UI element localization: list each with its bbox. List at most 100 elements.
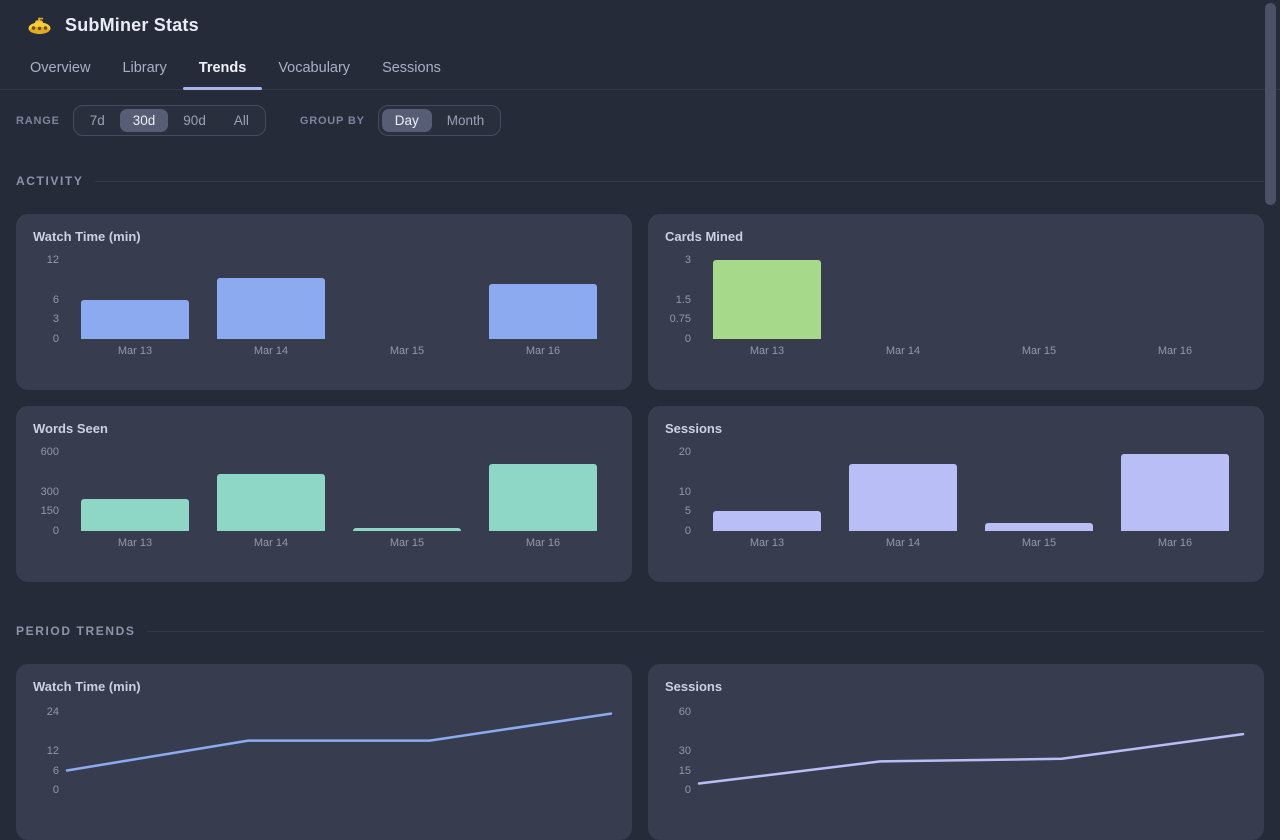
tab-bar: Overview Library Trends Vocabulary Sessi…: [0, 50, 1280, 90]
y-axis-tick-label: 0: [52, 333, 59, 345]
x-axis-label: Mar 13: [117, 537, 153, 549]
y-axis-tick-label: 0: [684, 784, 691, 796]
range-segmented-control: 7d 30d 90d All: [72, 105, 266, 136]
y-axis-tick-label: 150: [40, 505, 59, 518]
bar-mar-13: [712, 511, 822, 531]
x-axis-label: Mar 15: [389, 537, 425, 549]
x-axis-label: Mar 13: [749, 537, 785, 549]
chart-card-cards-mined: Cards Mined 0 0.75 1.5 3 Mar 13 Mar 14 Mar 15 M…: [648, 214, 1264, 390]
chart-title: Words Seen: [33, 421, 108, 436]
bar-mar-16: [488, 463, 598, 531]
x-axis-label: Mar 14: [885, 345, 921, 357]
section-divider: [95, 180, 1264, 182]
activity-chart-grid: Watch Time (min) 0 3 6 12 Mar 13 Mar 14 Mar 15…: [16, 214, 1264, 582]
range-option-7d[interactable]: 7d: [89, 113, 105, 128]
group-by-option-month[interactable]: Month: [446, 113, 485, 128]
y-axis-tick-label: 10: [678, 485, 691, 498]
range-label: RANGE: [16, 114, 60, 127]
trend-line-plot-area: [697, 732, 1245, 785]
y-axis-tick-label: 1.5: [675, 293, 691, 306]
y-axis-tick-label: 0: [684, 525, 691, 537]
x-axis-label: Mar 15: [389, 345, 425, 357]
bar-mar-13: [80, 299, 190, 339]
y-axis-tick-label: 0: [684, 333, 691, 345]
tab-trends[interactable]: Trends: [182, 50, 263, 90]
y-axis-tick-label: 3: [684, 254, 691, 266]
trend-line: [697, 732, 1245, 785]
group-by-option-day[interactable]: Day: [381, 109, 432, 132]
bar-mar-14: [216, 474, 326, 531]
bar-mar-15: [984, 523, 1094, 531]
chart-title: Watch Time (min): [33, 679, 141, 694]
y-axis-tick-label: 20: [678, 446, 691, 458]
y-axis-tick-label: 0.75: [669, 313, 691, 326]
period-trends-chart-grid: Watch Time (min) 0 6 12 24 Sessions 0 15 30 60: [16, 664, 1264, 840]
section-divider: [147, 630, 1264, 632]
trend-line: [65, 712, 613, 772]
x-axis-label: Mar 14: [253, 345, 289, 357]
vertical-scrollbar-thumb[interactable]: [1265, 3, 1276, 205]
bar-mar-16: [488, 284, 598, 339]
bar-chart-plot-area: [699, 260, 1243, 339]
bar-chart-plot-area: [699, 452, 1243, 531]
y-axis-tick-label: 15: [678, 764, 691, 777]
x-axis-label: Mar 15: [1021, 345, 1057, 357]
group-by-segmented-control: Day Month: [377, 105, 502, 136]
app-title: SubMiner Stats: [65, 15, 199, 35]
chart-card-words-seen: Words Seen 0 150 300 600 Mar 13 Mar 14 Mar 15 M…: [16, 406, 632, 582]
y-axis-tick-label: 300: [40, 485, 59, 498]
submarine-icon: [28, 17, 52, 35]
x-axis-label: Mar 14: [253, 537, 289, 549]
chart-title: Cards Mined: [665, 229, 744, 244]
bar-chart-plot-area: [67, 452, 611, 531]
y-axis-tick-label: 0: [52, 525, 59, 537]
range-option-90d[interactable]: 90d: [183, 113, 206, 128]
chart-title: Sessions: [665, 679, 723, 694]
range-option-all[interactable]: All: [233, 113, 249, 128]
y-axis-tick-label: 12: [46, 745, 59, 757]
bar-mar-14: [216, 278, 326, 339]
x-axis-label: Mar 16: [1157, 345, 1193, 357]
x-axis-label: Mar 14: [885, 537, 921, 549]
section-header-period-trends: PERIOD TRENDS: [16, 624, 1264, 638]
x-axis-label: Mar 15: [1021, 537, 1057, 549]
bar-chart-plot-area: [67, 260, 611, 339]
group-by-label: GROUP BY: [299, 114, 365, 127]
trend-line-plot-area: [65, 712, 613, 772]
section-title: PERIOD TRENDS: [16, 624, 136, 638]
section-header-activity: ACTIVITY: [16, 174, 1264, 188]
y-axis-tick-label: 60: [678, 706, 691, 718]
x-axis-label: Mar 13: [749, 345, 785, 357]
tab-sessions[interactable]: Sessions: [382, 60, 441, 76]
filter-controls: RANGE 7d 30d 90d All GROUP BY Day Month: [0, 90, 1280, 136]
tab-vocabulary[interactable]: Vocabulary: [278, 60, 351, 76]
y-axis-tick-label: 5: [684, 505, 691, 518]
trend-card-watch-time: Watch Time (min) 0 6 12 24: [16, 664, 632, 840]
trend-card-sessions: Sessions 0 15 30 60: [648, 664, 1264, 840]
chart-title: Watch Time (min): [33, 229, 141, 244]
app-header: SubMiner Stats: [0, 0, 1280, 36]
y-axis-tick-label: 600: [40, 446, 59, 458]
chart-title: Sessions: [665, 421, 723, 436]
bar-mar-14: [848, 463, 958, 531]
tab-library[interactable]: Library: [122, 60, 167, 76]
section-title: ACTIVITY: [16, 174, 84, 188]
y-axis-tick-label: 30: [678, 745, 691, 757]
y-axis-tick-label: 12: [46, 254, 59, 266]
chart-card-watch-time: Watch Time (min) 0 3 6 12 Mar 13 Mar 14 Mar 15…: [16, 214, 632, 390]
tab-overview[interactable]: Overview: [30, 60, 91, 76]
x-axis-label: Mar 16: [525, 345, 561, 357]
y-axis-tick-label: 6: [52, 293, 59, 306]
chart-card-sessions: Sessions 0 5 10 20 Mar 13 Mar 14 Mar 15 Mar 16: [648, 406, 1264, 582]
bar-mar-13: [712, 260, 822, 339]
x-axis-label: Mar 13: [117, 345, 153, 357]
x-axis-label: Mar 16: [1157, 537, 1193, 549]
y-axis-tick-label: 3: [52, 313, 59, 326]
bar-mar-15: [352, 527, 462, 531]
bar-mar-13: [80, 499, 190, 531]
range-option-30d[interactable]: 30d: [119, 109, 169, 132]
x-axis-label: Mar 16: [525, 537, 561, 549]
y-axis-tick-label: 6: [52, 764, 59, 777]
bar-mar-16: [1120, 453, 1230, 531]
y-axis-tick-label: 24: [46, 706, 59, 718]
